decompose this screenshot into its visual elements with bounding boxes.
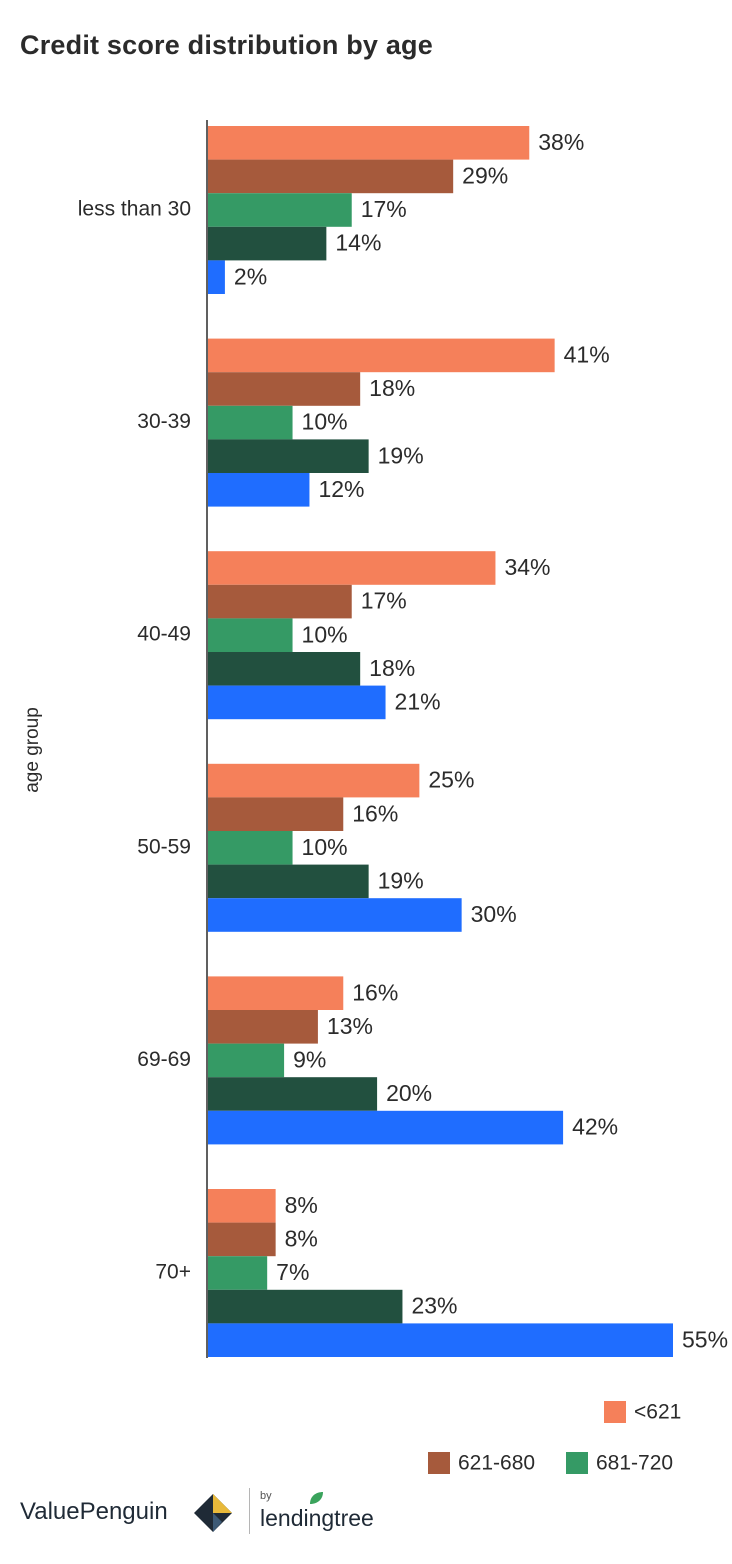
- bar-40-49-series-4: [208, 652, 361, 686]
- bar-less-than-30-series-5: [208, 260, 225, 294]
- category-label-30-39: 30-39: [137, 410, 191, 433]
- value-label-69-69-series-1: 16%: [352, 979, 398, 1005]
- bar-70-series-1: [208, 1189, 276, 1223]
- legend-swatch-series-2: [428, 1452, 450, 1474]
- bar-70-series-4: [208, 1289, 403, 1324]
- value-label-less-than-30-series-1: 38%: [538, 129, 584, 155]
- value-label-70-series-3: 7%: [276, 1259, 309, 1285]
- bar-40-49-series-5: [208, 685, 386, 720]
- bar-30-39-series-5: [208, 473, 310, 507]
- value-label-30-39-series-4: 19%: [378, 442, 424, 468]
- value-label-69-69-series-2: 13%: [327, 1013, 373, 1039]
- bar-70-series-5: [208, 1323, 673, 1357]
- legend-label-series-2: 621-680: [458, 1452, 535, 1475]
- value-label-40-49-series-3: 10%: [302, 621, 348, 647]
- value-label-30-39-series-2: 18%: [369, 375, 415, 401]
- bar-less-than-30-series-2: [208, 159, 454, 194]
- value-label-30-39-series-1: 41%: [564, 341, 610, 367]
- bar-50-59-series-4: [208, 864, 369, 899]
- by-text: by: [260, 1490, 272, 1502]
- bar-40-49-series-3: [208, 618, 293, 652]
- value-label-70-series-1: 8%: [285, 1192, 318, 1218]
- bar-40-49-series-2: [208, 584, 352, 619]
- category-label-40-49: 40-49: [137, 623, 191, 646]
- lendingtree-leaf-icon: [310, 1492, 323, 1504]
- value-label-40-49-series-1: 34%: [504, 554, 550, 580]
- bar-50-59-series-3: [208, 831, 293, 865]
- value-label-less-than-30-series-4: 14%: [335, 230, 381, 256]
- bar-30-39-series-3: [208, 405, 293, 440]
- bar-40-49-series-1: [208, 551, 496, 585]
- bar-50-59-series-2: [208, 797, 344, 831]
- value-label-30-39-series-3: 10%: [302, 409, 348, 435]
- value-label-50-59-series-3: 10%: [302, 834, 348, 860]
- footer-divider: [249, 1488, 250, 1534]
- value-labels: 38% 29% 17% 14% 2% 41% 18% 10% 19% 12% 34% 17% 10% 18…: [234, 129, 728, 1352]
- bar-70-series-2: [208, 1222, 276, 1257]
- value-label-less-than-30-series-2: 29%: [462, 162, 508, 188]
- category-label-50-59: 50-59: [137, 835, 191, 858]
- bar-69-69-series-1: [208, 976, 344, 1010]
- chart-title: Credit score distribution by age: [20, 30, 433, 60]
- bar-69-69-series-4: [208, 1077, 378, 1111]
- value-label-50-59-series-2: 16%: [352, 800, 398, 826]
- value-label-70-series-5: 55%: [682, 1326, 728, 1352]
- value-label-69-69-series-4: 20%: [386, 1080, 432, 1106]
- bar-30-39-series-1: [208, 338, 555, 373]
- value-label-70-series-2: 8%: [285, 1225, 318, 1251]
- bar-69-69-series-2: [208, 1010, 318, 1044]
- bar-50-59-series-5: [208, 898, 462, 932]
- category-label-70: 70+: [155, 1261, 191, 1284]
- bars-group: [208, 126, 673, 1357]
- bar-less-than-30-series-1: [208, 126, 530, 160]
- legend-swatch-series-3: [566, 1452, 588, 1474]
- value-label-69-69-series-3: 9%: [293, 1046, 326, 1072]
- bar-30-39-series-2: [208, 372, 361, 406]
- legend-label-series-3: 681-720: [596, 1452, 673, 1475]
- value-label-less-than-30-series-5: 2%: [234, 263, 267, 289]
- bar-less-than-30-series-4: [208, 226, 327, 261]
- y-axis-title: age group: [22, 707, 43, 793]
- bar-69-69-series-5: [208, 1110, 564, 1145]
- value-label-50-59-series-5: 30%: [471, 901, 517, 927]
- value-label-50-59-series-1: 25%: [428, 767, 474, 793]
- value-label-70-series-4: 23%: [411, 1293, 457, 1319]
- value-label-40-49-series-4: 18%: [369, 655, 415, 681]
- category-label-69-69: 69-69: [137, 1048, 191, 1071]
- bar-69-69-series-3: [208, 1043, 285, 1078]
- category-labels: less than 30 30-39 40-49 50-59 69-69 70+: [78, 198, 191, 1284]
- bar-50-59-series-1: [208, 763, 420, 798]
- bar-less-than-30-series-3: [208, 193, 352, 227]
- bar-70-series-3: [208, 1256, 268, 1290]
- lendingtree-wordmark: lendingtree: [260, 1505, 374, 1531]
- value-label-40-49-series-5: 21%: [395, 688, 441, 714]
- bar-chart: less than 30 30-39 40-49 50-59 69-69 70+ 38% 2…: [22, 120, 728, 1475]
- legend-label-series-1: <621: [634, 1401, 681, 1424]
- footer-branding: ValuePenguin by lendingtree: [20, 1488, 420, 1538]
- value-label-30-39-series-5: 12%: [318, 476, 364, 502]
- value-label-less-than-30-series-3: 17%: [361, 196, 407, 222]
- valuepenguin-logo-icon: [194, 1494, 232, 1532]
- value-label-40-49-series-2: 17%: [361, 588, 407, 614]
- legend-swatch-series-1: [604, 1401, 626, 1423]
- valuepenguin-wordmark: ValuePenguin: [20, 1498, 168, 1525]
- category-label-less-than-30: less than 30: [78, 198, 191, 221]
- value-label-50-59-series-4: 19%: [378, 867, 424, 893]
- value-label-69-69-series-5: 42%: [572, 1114, 618, 1140]
- bar-30-39-series-4: [208, 439, 369, 473]
